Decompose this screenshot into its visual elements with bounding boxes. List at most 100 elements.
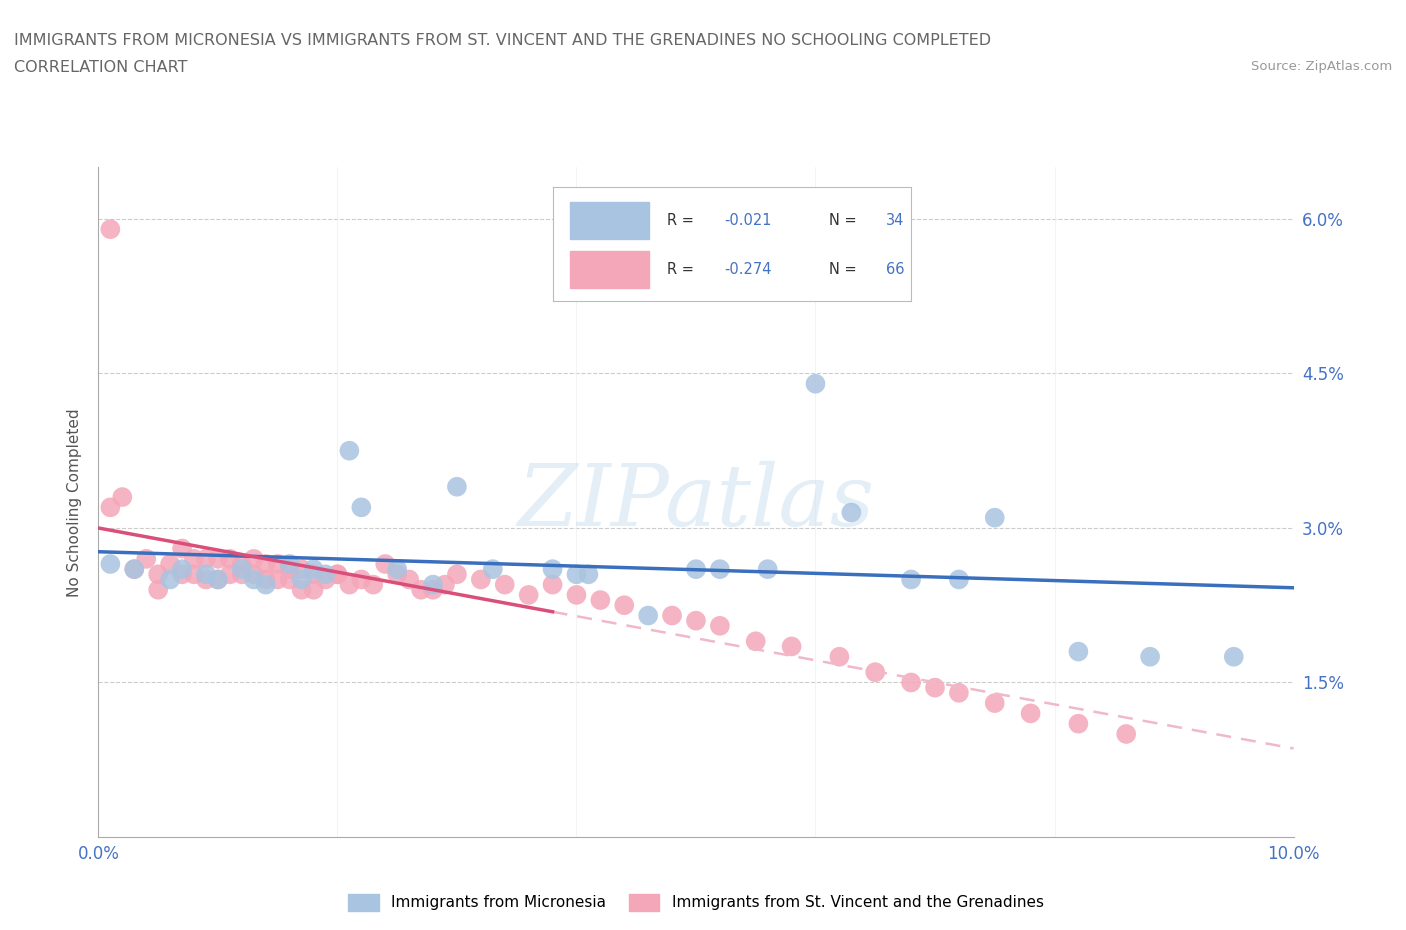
Point [278,562,301,577]
Point [302,582,325,597]
Point [291,572,314,587]
Point [207,572,229,587]
Point [195,572,218,587]
Point [804,377,827,392]
Point [1067,644,1090,659]
Point [661,608,683,623]
Point [446,567,468,582]
Point [541,578,564,592]
Point [207,572,229,587]
Point [709,562,731,577]
Point [339,444,360,458]
Point [756,562,779,577]
Point [100,556,122,571]
Point [159,572,181,587]
Point [315,567,337,582]
Point [350,500,373,515]
Point [326,567,349,582]
Point [984,696,1007,711]
Point [422,582,444,597]
Point [100,500,122,515]
Point [195,551,218,566]
Point [1115,726,1137,741]
Point [589,592,612,607]
Point [900,675,922,690]
Point [363,578,385,592]
Point [446,479,468,494]
Point [254,572,277,587]
Point [1139,649,1161,664]
Point [541,562,564,577]
Point [315,572,337,587]
Text: Source: ZipAtlas.com: Source: ZipAtlas.com [1251,60,1392,73]
Point [565,588,588,603]
Point [948,685,970,700]
Point [219,551,242,566]
Point [685,613,707,628]
Point [195,567,218,582]
Point [267,572,290,587]
Point [865,665,887,680]
Point [948,572,970,587]
Point [745,634,768,649]
Text: ZIPatlas: ZIPatlas [517,461,875,543]
Point [243,567,266,582]
Point [159,556,181,571]
Point [254,556,277,571]
Point [183,567,205,582]
Point [411,582,433,597]
Point [828,649,851,664]
Point [841,505,863,520]
Point [231,562,253,577]
Point [422,578,444,592]
Point [374,556,396,571]
Point [231,567,253,582]
Point [434,578,457,592]
Point [1223,649,1246,664]
Point [148,567,170,582]
Point [135,551,157,566]
Point [565,567,588,582]
Point [278,556,301,571]
Point [494,578,516,592]
Point [900,572,922,587]
Point [124,562,146,577]
Point [385,562,409,577]
Point [302,562,325,577]
Point [709,618,731,633]
Point [302,567,325,582]
Point [207,551,229,566]
Point [481,562,505,577]
Point [326,567,349,582]
Point [124,562,146,577]
Point [470,572,492,587]
Point [111,489,134,504]
Point [278,572,301,587]
Point [339,578,360,592]
Point [385,567,409,582]
Point [637,608,659,623]
Point [350,572,373,587]
Text: IMMIGRANTS FROM MICRONESIA VS IMMIGRANTS FROM ST. VINCENT AND THE GRENADINES NO : IMMIGRANTS FROM MICRONESIA VS IMMIGRANTS… [14,33,991,47]
Point [1019,706,1042,721]
Point [578,567,600,582]
Point [924,680,946,695]
Point [613,598,636,613]
Text: CORRELATION CHART: CORRELATION CHART [14,60,187,75]
Point [517,588,540,603]
Point [231,556,253,571]
Legend: Immigrants from Micronesia, Immigrants from St. Vincent and the Grenadines: Immigrants from Micronesia, Immigrants f… [342,887,1050,917]
Point [685,562,707,577]
Point [984,511,1007,525]
Point [172,567,194,582]
Point [183,551,205,566]
Point [243,551,266,566]
Point [291,562,314,577]
Y-axis label: No Schooling Completed: No Schooling Completed [66,408,82,596]
Point [100,221,122,236]
Point [172,562,194,577]
Point [148,582,170,597]
Point [1067,716,1090,731]
Point [780,639,803,654]
Point [398,572,420,587]
